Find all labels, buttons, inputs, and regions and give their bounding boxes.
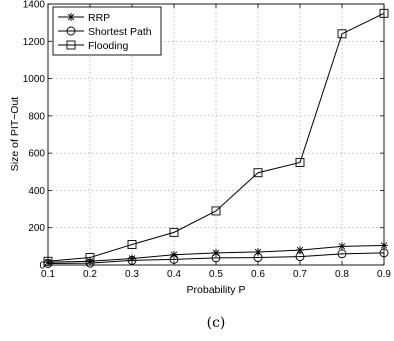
y-tick-label: 1400 xyxy=(23,0,46,11)
x-tick-label: 0.1 xyxy=(41,269,55,280)
data-point-rrp xyxy=(254,247,262,256)
data-point-flooding xyxy=(253,168,263,178)
data-point-flooding xyxy=(127,240,137,249)
data-point-shortest-path xyxy=(295,252,305,262)
x-tick-label: 0.4 xyxy=(167,269,181,280)
legend-markers xyxy=(58,13,84,50)
legend-label-rrp: RRP xyxy=(88,12,110,24)
legend-marker-rrp xyxy=(67,13,75,21)
y-tick-label: 1000 xyxy=(23,74,46,85)
data-point-rrp xyxy=(128,254,136,263)
x-tick-label: 0.6 xyxy=(251,269,265,280)
y-axis-label: Size of PIT−Out xyxy=(9,97,21,171)
y-tick-label: 200 xyxy=(28,223,45,234)
data-point-shortest-path xyxy=(337,249,347,259)
data-point-rrp xyxy=(170,250,178,259)
legend-marker-shortest-path xyxy=(66,26,76,36)
data-point-shortest-path xyxy=(85,258,95,268)
y-tick-label: 400 xyxy=(28,186,45,197)
data-point-rrp xyxy=(212,248,220,257)
y-axis-ticks: 0 200 400 600 800 1000 1200 1400 xyxy=(23,0,384,272)
x-tick-label: 0.3 xyxy=(125,269,139,280)
x-axis-label: Probability P xyxy=(187,284,246,296)
legend-marker-flooding xyxy=(66,40,76,50)
x-tick-label: 0.2 xyxy=(83,269,97,280)
data-point-flooding xyxy=(169,227,179,237)
y-tick-label: 600 xyxy=(28,149,45,160)
series-line-flooding xyxy=(47,12,385,262)
y-tick-label: 0 xyxy=(39,261,45,272)
data-point-flooding xyxy=(337,29,347,39)
legend-label-shortest-path: Shortest Path xyxy=(88,26,152,38)
legend: RRP Shortest Path Flooding xyxy=(52,6,162,56)
data-point-rrp xyxy=(338,242,346,251)
x-tick-label: 0.9 xyxy=(377,269,391,280)
y-tick-label: 1200 xyxy=(23,37,46,48)
data-point-flooding xyxy=(211,206,221,216)
data-point-flooding xyxy=(295,158,305,167)
legend-label-flooding: Flooding xyxy=(88,40,128,52)
figure-caption: (c) xyxy=(207,315,226,331)
series-line-shortest-path xyxy=(47,252,385,265)
x-tick-label: 0.8 xyxy=(335,269,349,280)
x-tick-label: 0.7 xyxy=(293,269,307,280)
y-tick-label: 800 xyxy=(28,111,45,122)
x-axis-ticks: 0.1 0.2 0.3 0.4 0.5 0.6 0.7 0.8 0.9 xyxy=(41,4,391,280)
x-tick-label: 0.5 xyxy=(209,269,223,280)
data-point-rrp xyxy=(296,246,304,255)
